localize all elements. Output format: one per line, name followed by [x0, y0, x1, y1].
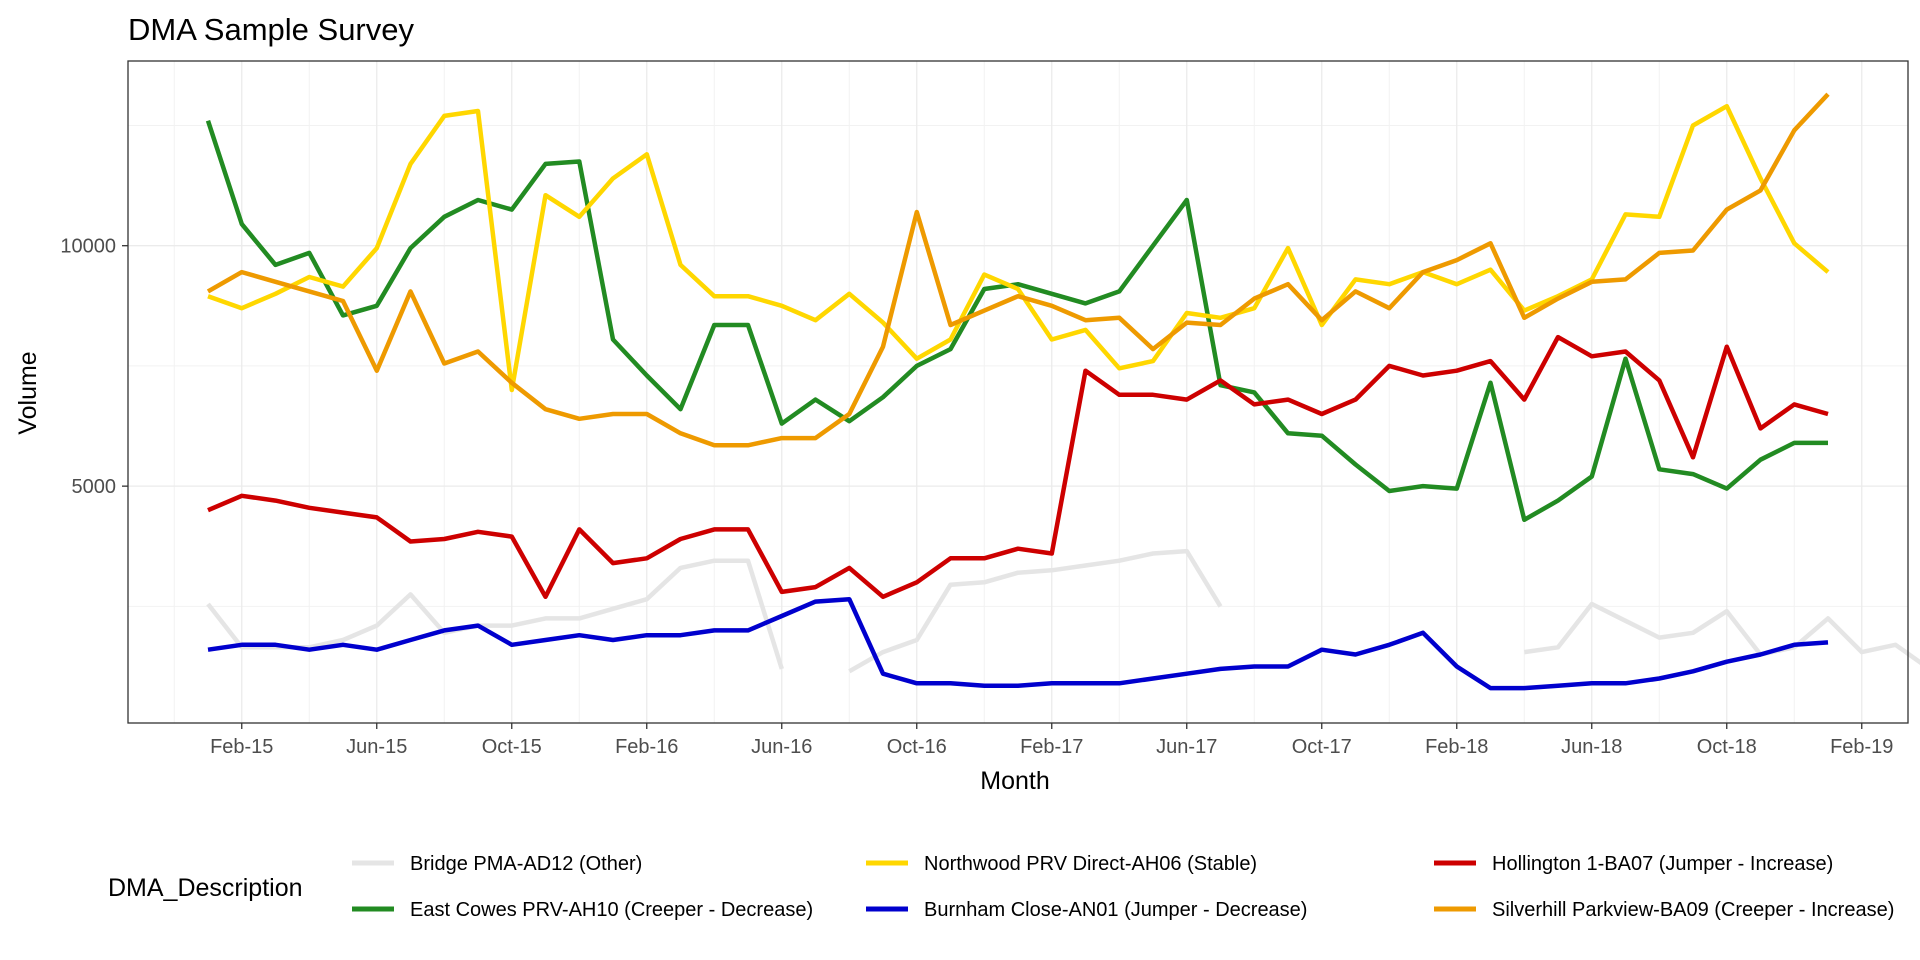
legend-item-label: East Cowes PRV-AH10 (Creeper - Decrease) — [410, 899, 813, 921]
x-tick-label: Oct-17 — [1292, 736, 1352, 758]
series-line-2 — [205, 120, 1828, 523]
x-tick-label: Jun-15 — [346, 736, 407, 758]
series-layer — [205, 92, 1920, 691]
x-tick-label: Feb-18 — [1425, 736, 1488, 758]
x-tick-label: Jun-16 — [751, 736, 812, 758]
x-axis: Feb-15 Jun-15 Oct-15 Feb-16 Jun-16 Oct-16 Feb-… — [210, 723, 1893, 758]
x-tick-label: Oct-18 — [1697, 736, 1757, 758]
legend-item-label: Bridge PMA-AD12 (Other) — [410, 853, 642, 875]
y-axis: 5000 10000 — [60, 236, 128, 498]
legend-title: DMA_Description — [108, 874, 303, 902]
x-tick-label: Oct-16 — [887, 736, 947, 758]
plot-background — [128, 61, 1908, 723]
series-line-4 — [207, 596, 1829, 691]
plot-panel — [128, 61, 1908, 723]
legend-item-label: Hollington 1-BA07 (Jumper - Increase) — [1492, 853, 1833, 875]
y-axis-title: Volume — [14, 351, 42, 434]
plot-border — [127, 60, 1909, 724]
legend: DMA_Description Bridge PMA-AD12 (Other) E… — [108, 853, 1894, 921]
legend-item-label: Burnham Close-AN01 (Jumper - Decrease) — [924, 899, 1307, 921]
x-tick-label: Feb-16 — [615, 736, 678, 758]
x-tick-label: Feb-17 — [1020, 736, 1083, 758]
x-tick-label: Feb-15 — [210, 736, 273, 758]
legend-item-label: Silverhill Parkview-BA09 (Creeper - Incr… — [1492, 899, 1894, 921]
x-tick-label: Jun-17 — [1156, 736, 1217, 758]
series-line-6 — [206, 92, 1830, 448]
y-tick-label: 5000 — [72, 476, 117, 498]
y-tick-label: 10000 — [60, 236, 116, 258]
x-tick-label: Oct-15 — [482, 736, 542, 758]
series-line-5 — [207, 334, 1829, 600]
legend-item-label: Northwood PRV Direct-AH06 (Stable) — [924, 853, 1257, 875]
x-tick-label: Jun-18 — [1561, 736, 1622, 758]
x-tick-label: Feb-19 — [1830, 736, 1893, 758]
x-axis-title: Month — [980, 767, 1049, 795]
chart-title: DMA Sample Survey — [128, 12, 414, 47]
